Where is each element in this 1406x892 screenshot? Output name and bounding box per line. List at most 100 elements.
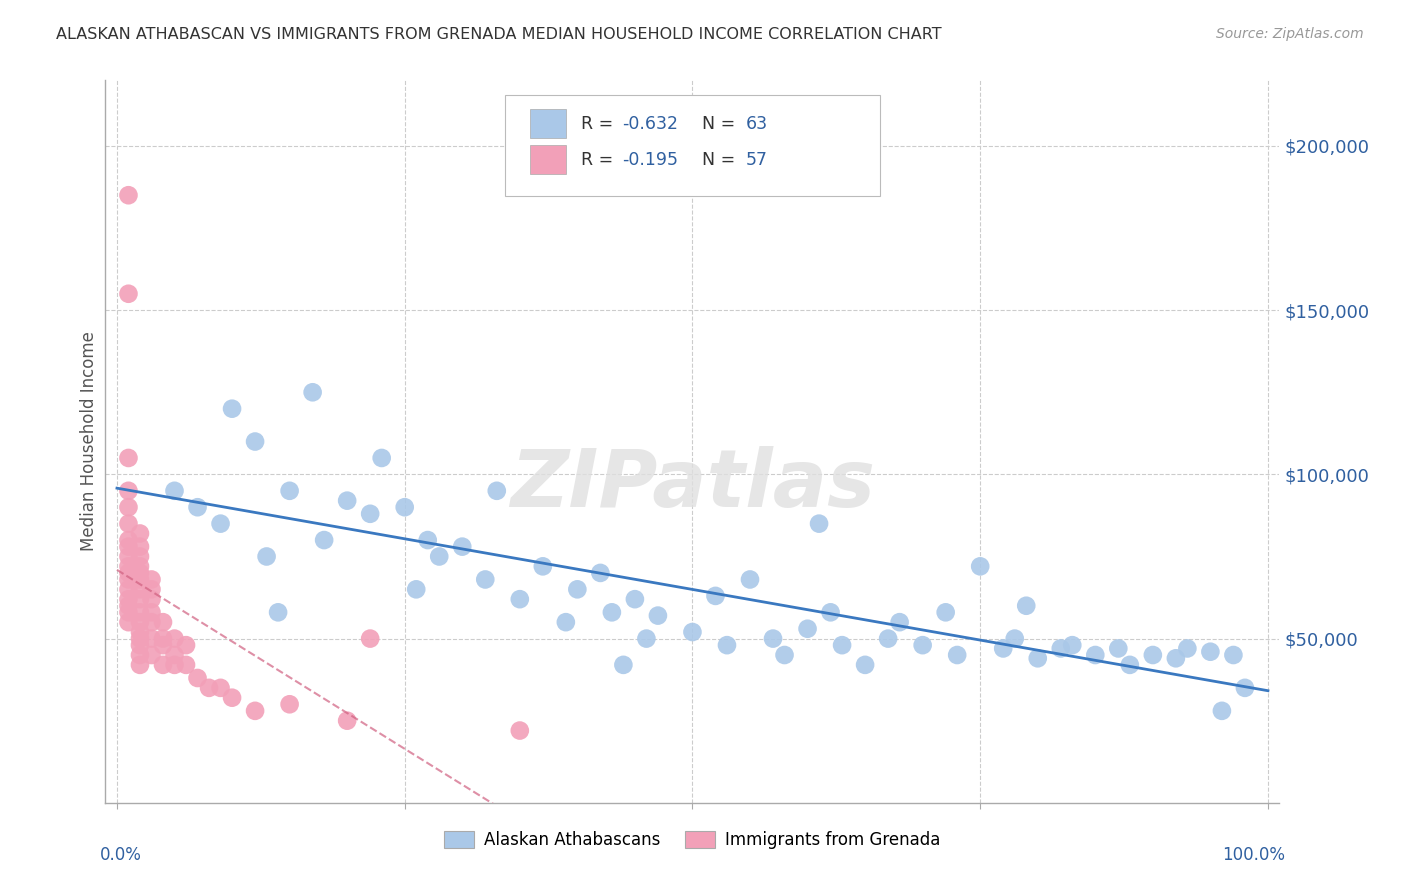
Point [451, 540, 474, 554]
Point [1015, 599, 1038, 613]
Point [474, 573, 496, 587]
Point [1222, 648, 1244, 662]
Point [129, 648, 152, 662]
Point [796, 622, 818, 636]
Point [762, 632, 785, 646]
Point [152, 657, 174, 672]
Y-axis label: Median Household Income: Median Household Income [80, 332, 98, 551]
Point [1026, 651, 1049, 665]
Point [117, 500, 139, 515]
Point [198, 681, 221, 695]
Point [1164, 651, 1187, 665]
Text: N =: N = [702, 115, 741, 133]
Point [209, 516, 232, 531]
Point [163, 657, 186, 672]
Point [163, 632, 186, 646]
Point [1004, 632, 1026, 646]
Legend: Alaskan Athabascans, Immigrants from Grenada: Alaskan Athabascans, Immigrants from Gre… [437, 824, 948, 856]
Point [567, 582, 589, 597]
Point [129, 526, 152, 541]
Point [117, 592, 139, 607]
Point [359, 632, 381, 646]
Point [117, 605, 139, 619]
Point [1233, 681, 1256, 695]
Point [129, 657, 152, 672]
Point [738, 573, 761, 587]
Text: -0.195: -0.195 [621, 151, 678, 169]
Point [141, 615, 163, 630]
Point [174, 638, 197, 652]
Text: 100.0%: 100.0% [1222, 847, 1285, 864]
Point [117, 286, 139, 301]
Text: 57: 57 [745, 151, 768, 169]
Point [600, 605, 623, 619]
Point [117, 450, 139, 465]
Point [624, 592, 647, 607]
Point [485, 483, 508, 498]
Point [278, 698, 301, 712]
Point [636, 632, 658, 646]
Point [209, 681, 232, 695]
Point [704, 589, 727, 603]
Point [117, 188, 139, 202]
Point [152, 632, 174, 646]
Point [416, 533, 439, 547]
Point [186, 500, 208, 515]
Point [256, 549, 278, 564]
Bar [530, 109, 565, 138]
Point [1084, 648, 1107, 662]
Point [554, 615, 576, 630]
Point [117, 549, 139, 564]
Point [682, 625, 704, 640]
Point [117, 540, 139, 554]
Point [221, 690, 243, 705]
Point [853, 657, 876, 672]
Point [405, 582, 427, 597]
Point [117, 483, 139, 498]
Point [129, 615, 152, 630]
Point [141, 605, 163, 619]
Point [129, 549, 152, 564]
Point [394, 500, 416, 515]
Point [820, 605, 842, 619]
Point [1211, 704, 1233, 718]
Point [589, 566, 612, 580]
Point [141, 592, 163, 607]
Point [152, 638, 174, 652]
Point [129, 592, 152, 607]
Point [612, 657, 634, 672]
Point [243, 704, 266, 718]
Point [301, 385, 323, 400]
Point [117, 559, 139, 574]
Text: R =: R = [581, 115, 619, 133]
Point [117, 533, 139, 547]
Point [163, 483, 186, 498]
Point [141, 648, 163, 662]
Text: ZIPatlas: ZIPatlas [510, 446, 875, 524]
Point [1062, 638, 1084, 652]
Point [278, 483, 301, 498]
Text: 63: 63 [745, 115, 768, 133]
Text: ALASKAN ATHABASCAN VS IMMIGRANTS FROM GRENADA MEDIAN HOUSEHOLD INCOME CORRELATIO: ALASKAN ATHABASCAN VS IMMIGRANTS FROM GR… [56, 27, 942, 42]
Point [129, 566, 152, 580]
Point [141, 632, 163, 646]
Text: 0.0%: 0.0% [100, 847, 142, 864]
Point [129, 573, 152, 587]
Point [336, 493, 359, 508]
Point [1142, 648, 1164, 662]
Point [117, 516, 139, 531]
Text: N =: N = [702, 151, 741, 169]
Point [129, 559, 152, 574]
Point [163, 648, 186, 662]
Point [129, 605, 152, 619]
Point [427, 549, 450, 564]
Point [267, 605, 290, 619]
Point [152, 615, 174, 630]
Point [509, 723, 531, 738]
Point [531, 559, 554, 574]
Point [336, 714, 359, 728]
Point [129, 582, 152, 597]
Point [1107, 641, 1129, 656]
Point [141, 582, 163, 597]
Point [359, 507, 381, 521]
